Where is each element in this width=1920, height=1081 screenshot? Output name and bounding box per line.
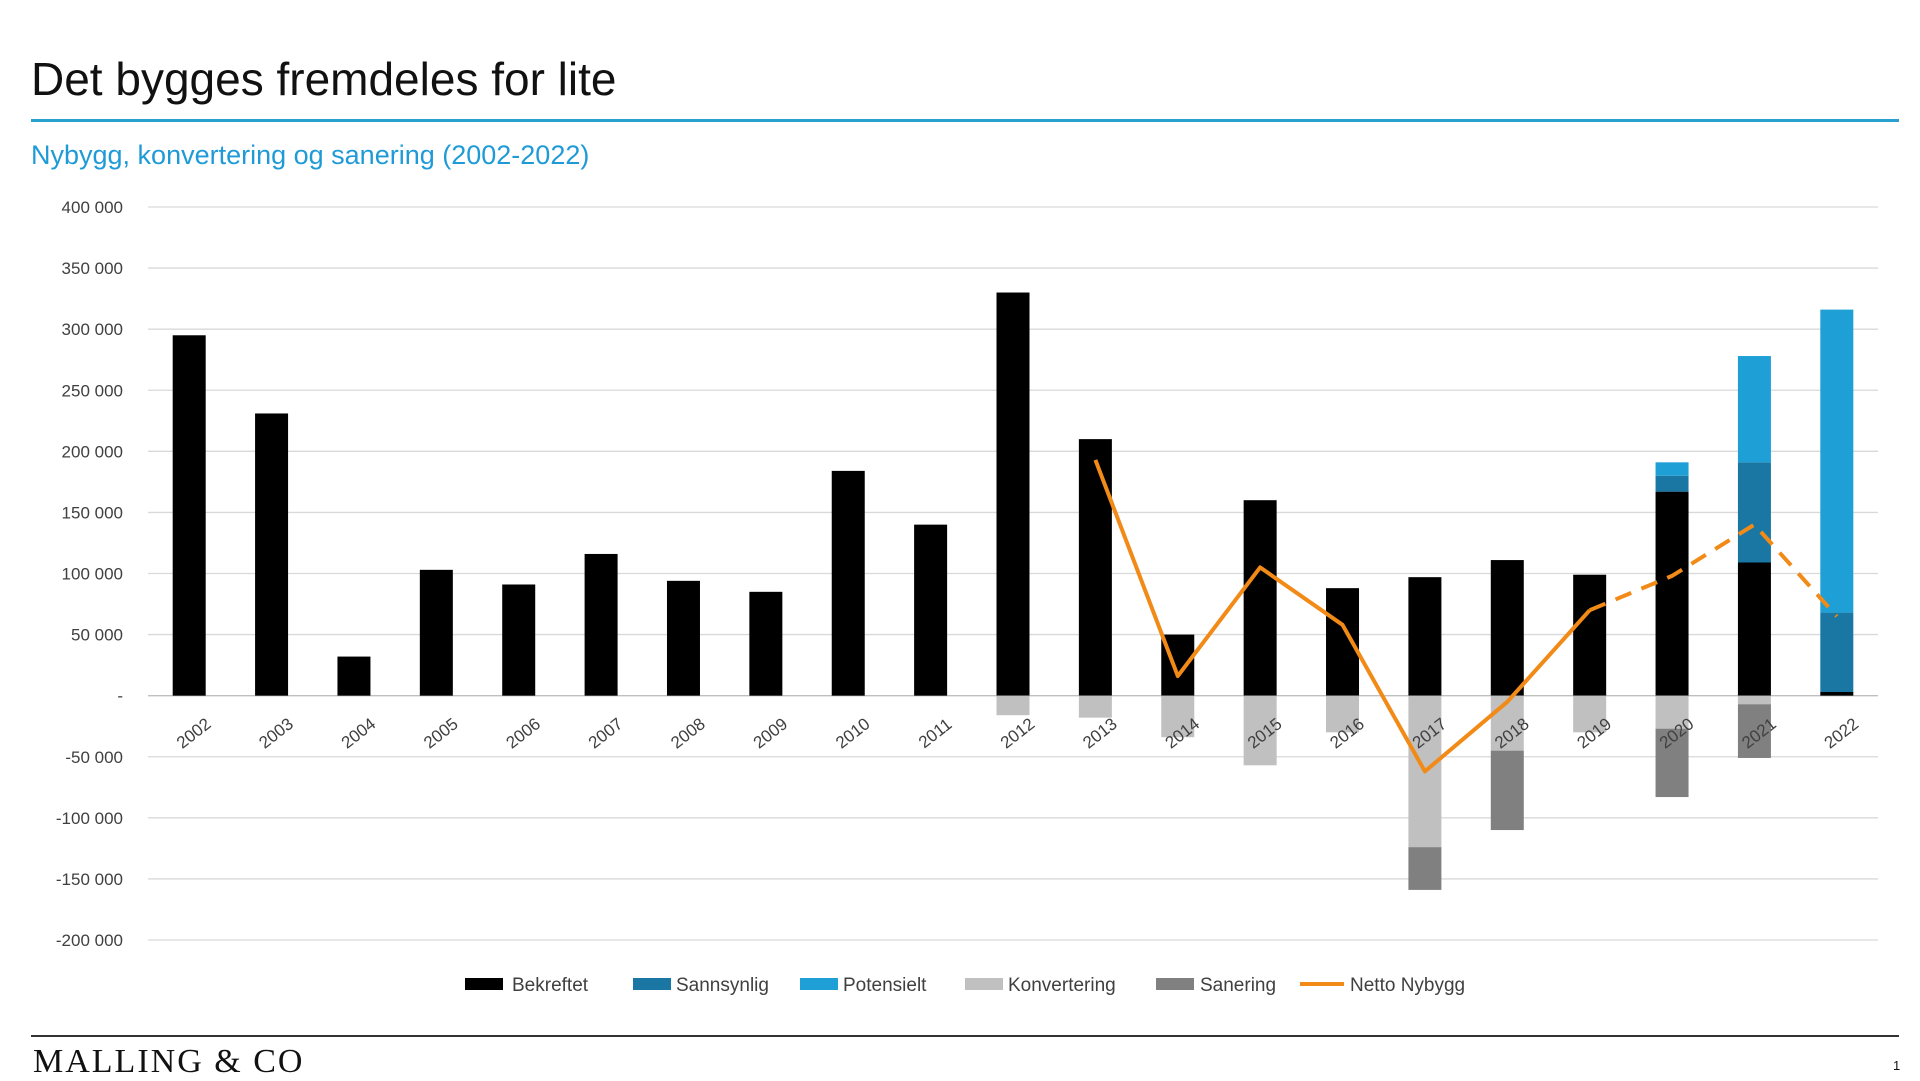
- bar-potensielt-2020: [1656, 462, 1689, 475]
- x-tick-label: 2004: [338, 714, 380, 752]
- legend-swatch-sannsynlig: [633, 978, 671, 990]
- y-tick-label: 300 000: [62, 320, 123, 339]
- legend-label-bekreftet: Bekreftet: [512, 975, 589, 996]
- bar-bekreftet-2011: [914, 525, 947, 696]
- legend-item-konvertering: Konvertering: [965, 975, 1116, 996]
- bar-potensielt-2021: [1738, 356, 1771, 462]
- legend-item-potensielt: Potensielt: [800, 975, 927, 996]
- bar-sanering-2017: [1408, 847, 1441, 890]
- x-tick-label: 2010: [832, 714, 874, 752]
- bar-bekreftet-2019: [1573, 575, 1606, 696]
- legend-swatch-potensielt: [800, 978, 838, 990]
- x-tick-label: 2011: [915, 715, 956, 752]
- y-tick-label: 250 000: [62, 381, 123, 400]
- bar-sannsynlig-2021: [1738, 462, 1771, 562]
- bar-bekreftet-2004: [337, 657, 370, 696]
- y-tick-label: -200 000: [56, 931, 123, 950]
- y-tick-label: 350 000: [62, 259, 123, 278]
- legend-label-potensielt: Potensielt: [843, 975, 927, 996]
- y-tick-label: 50 000: [71, 626, 123, 645]
- bar-sannsynlig-2022: [1820, 613, 1853, 692]
- bar-bekreftet-2009: [749, 592, 782, 696]
- bar-konvertering-2012: [997, 696, 1030, 716]
- y-tick-label: -150 000: [56, 870, 123, 889]
- x-tick-label: 2002: [173, 714, 215, 752]
- netto-line-dashed: [1590, 525, 1837, 617]
- x-tick-label: 2013: [1079, 714, 1121, 752]
- legend: Bekreftet Sannsynlig Potensielt Konverterin…: [465, 975, 1465, 996]
- bar-sannsynlig-2020: [1656, 476, 1689, 492]
- legend-swatch-bekreftet: [465, 978, 503, 990]
- y-tick-label: 400 000: [62, 198, 123, 217]
- bar-bekreftet-2017: [1408, 577, 1441, 696]
- x-tick-label: 2022: [1821, 714, 1863, 752]
- x-tick-label: 2007: [585, 714, 627, 752]
- chart: 400 000 350 000 300 000 250 000 200 000 150 0…: [0, 0, 1920, 1030]
- x-tick-label: 2012: [997, 714, 1039, 752]
- legend-item-bekreftet: Bekreftet: [465, 975, 589, 996]
- x-tick-label: 2006: [503, 714, 545, 752]
- bar-bekreftet-2006: [502, 584, 535, 695]
- bar-konvertering-2021: [1738, 696, 1771, 705]
- bar-bekreftet-2007: [585, 554, 618, 696]
- bar-bekreftet-2018: [1491, 560, 1524, 696]
- bar-bekreftet-2013: [1079, 439, 1112, 696]
- bar-potensielt-2022: [1820, 310, 1853, 613]
- legend-swatch-konvertering: [965, 978, 1003, 990]
- bar-bekreftet-2010: [832, 471, 865, 696]
- bar-konvertering-2013: [1079, 696, 1112, 718]
- bar-bekreftet-2020: [1656, 492, 1689, 696]
- bar-bekreftet-2015: [1244, 500, 1277, 695]
- legend-swatch-sanering: [1156, 978, 1194, 990]
- y-tick-label: 100 000: [62, 565, 123, 584]
- y-tick-label: 200 000: [62, 442, 123, 461]
- footer-divider: [31, 1035, 1899, 1037]
- bar-sanering-2018: [1491, 751, 1524, 830]
- legend-label-sannsynlig: Sannsynlig: [676, 975, 769, 996]
- bar-bekreftet-2022: [1820, 692, 1853, 696]
- x-tick-label: 2005: [420, 714, 462, 752]
- legend-label-netto: Netto Nybygg: [1350, 975, 1465, 996]
- y-tick-label: -50 000: [65, 748, 123, 767]
- legend-item-sanering: Sanering: [1156, 975, 1276, 996]
- y-tick-label: -: [117, 687, 123, 706]
- y-tick-label: 150 000: [62, 503, 123, 522]
- legend-label-sanering: Sanering: [1200, 975, 1276, 996]
- x-tick-label: 2009: [750, 714, 792, 752]
- legend-item-sannsynlig: Sannsynlig: [633, 975, 769, 996]
- bar-bekreftet-2005: [420, 570, 453, 696]
- legend-item-netto: Netto Nybygg: [1300, 975, 1465, 996]
- bar-bekreftet-2002: [173, 335, 206, 695]
- y-tick-label: -100 000: [56, 809, 123, 828]
- bar-bekreftet-2008: [667, 581, 700, 696]
- x-tick-label: 2008: [667, 714, 709, 752]
- bar-bekreftet-2021: [1738, 563, 1771, 696]
- legend-label-konvertering: Konvertering: [1008, 975, 1116, 996]
- bar-bekreftet-2012: [997, 293, 1030, 696]
- bar-bekreftet-2003: [255, 413, 288, 695]
- company-logo: MALLING & CO: [33, 1043, 304, 1081]
- page-number: 1: [1893, 1058, 1900, 1073]
- x-tick-label: 2003: [255, 714, 297, 752]
